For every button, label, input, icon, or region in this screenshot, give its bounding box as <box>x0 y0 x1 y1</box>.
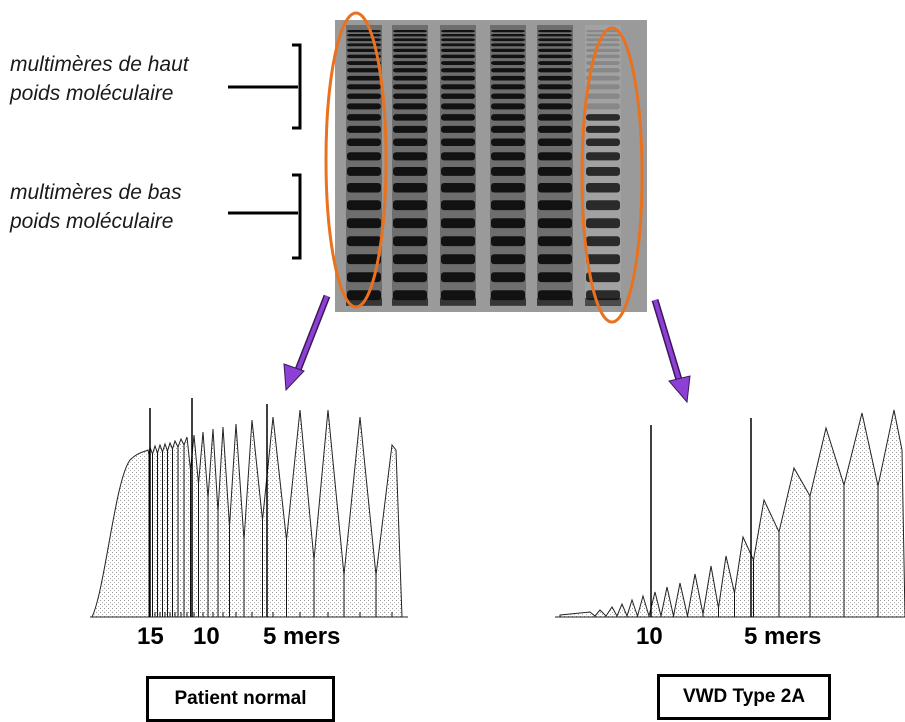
arrow-to-normal-profile <box>283 294 331 392</box>
low-mw-label-line1: multimères de bas <box>10 181 182 204</box>
low-mw-label-line2: poids moléculaire <box>10 210 174 233</box>
tick-5-mers-2a: 5 mers <box>744 623 822 650</box>
type2a-caption-box: VWD Type 2A <box>657 674 831 720</box>
tick-15: 15 <box>137 623 164 650</box>
normal-profile-trace <box>90 398 408 618</box>
high-mw-label: multimères de haut poids moléculaire <box>10 50 189 108</box>
high-mw-label-line2: poids moléculaire <box>10 82 174 105</box>
tick-10: 10 <box>193 623 220 650</box>
type2a-lane-ellipse <box>580 26 644 324</box>
arrow-to-type2a-profile <box>651 298 691 404</box>
normal-caption-box: Patient normal <box>146 676 335 722</box>
normal-caption: Patient normal <box>174 688 307 709</box>
high-mw-bracket <box>228 43 302 130</box>
high-mw-label-line1: multimères de haut <box>10 53 189 76</box>
low-mw-label: multimères de bas poids moléculaire <box>10 178 182 236</box>
gel-image <box>335 20 647 312</box>
low-mw-bracket <box>228 173 302 260</box>
tick-10-2a: 10 <box>636 623 663 650</box>
tick-5-mers: 5 mers <box>263 623 341 650</box>
type2a-profile-trace <box>555 409 905 618</box>
normal-lane-ellipse <box>324 11 388 309</box>
type2a-caption: VWD Type 2A <box>682 686 806 707</box>
